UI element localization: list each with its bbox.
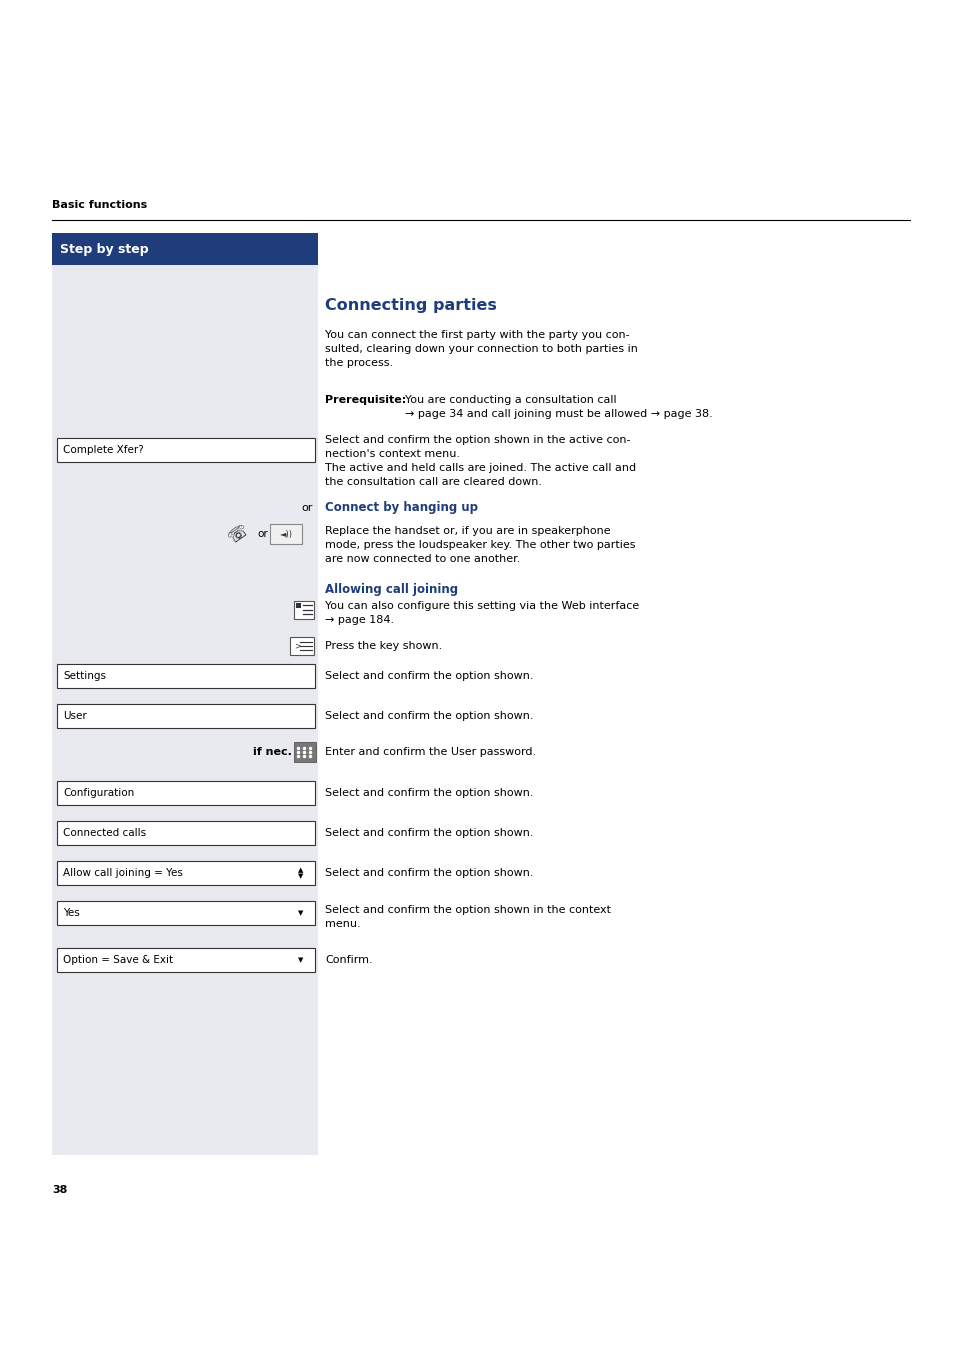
Text: Select and confirm the option shown in the active con-
nection's context menu.
T: Select and confirm the option shown in t… (325, 435, 636, 486)
Text: Select and confirm the option shown.: Select and confirm the option shown. (325, 788, 533, 798)
Text: ☏: ☏ (224, 520, 252, 547)
Text: if nec.: if nec. (253, 747, 292, 757)
FancyBboxPatch shape (57, 438, 314, 462)
Text: ▼: ▼ (298, 957, 303, 963)
Text: Allowing call joining: Allowing call joining (325, 584, 457, 596)
Text: You are conducting a consultation call
→ page 34 and call joining must be allowe: You are conducting a consultation call →… (405, 394, 712, 419)
Text: Press the key shown.: Press the key shown. (325, 640, 442, 651)
Text: Confirm.: Confirm. (325, 955, 373, 965)
FancyBboxPatch shape (57, 821, 314, 844)
Text: Prerequisite:: Prerequisite: (325, 394, 406, 405)
FancyBboxPatch shape (57, 781, 314, 805)
Text: ▼: ▼ (298, 873, 303, 880)
Text: Connect by hanging up: Connect by hanging up (325, 501, 477, 515)
FancyBboxPatch shape (295, 603, 301, 608)
FancyBboxPatch shape (270, 524, 302, 544)
Text: Basic functions: Basic functions (52, 200, 147, 209)
Text: Select and confirm the option shown.: Select and confirm the option shown. (325, 671, 533, 681)
FancyBboxPatch shape (57, 663, 314, 688)
Text: Connected calls: Connected calls (63, 828, 146, 838)
FancyBboxPatch shape (57, 861, 314, 885)
Text: ▼: ▼ (298, 911, 303, 916)
Text: Select and confirm the option shown.: Select and confirm the option shown. (325, 867, 533, 878)
FancyBboxPatch shape (290, 638, 314, 655)
Text: or: or (301, 503, 313, 513)
Text: Step by step: Step by step (60, 242, 149, 255)
Text: Select and confirm the option shown.: Select and confirm the option shown. (325, 711, 533, 721)
Text: Yes: Yes (63, 908, 80, 917)
FancyBboxPatch shape (57, 948, 314, 971)
FancyBboxPatch shape (294, 601, 314, 619)
Text: Allow call joining = Yes: Allow call joining = Yes (63, 867, 183, 878)
Text: or: or (257, 530, 268, 539)
FancyBboxPatch shape (52, 232, 317, 265)
FancyBboxPatch shape (57, 704, 314, 728)
Text: Option = Save & Exit: Option = Save & Exit (63, 955, 172, 965)
Text: You can also configure this setting via the Web interface
→ page 184.: You can also configure this setting via … (325, 601, 639, 626)
Text: Complete Xfer?: Complete Xfer? (63, 444, 144, 455)
FancyBboxPatch shape (57, 901, 314, 925)
Text: ▲: ▲ (298, 867, 303, 873)
Text: ◄)): ◄)) (279, 530, 293, 539)
Text: You can connect the first party with the party you con-
sulted, clearing down yo: You can connect the first party with the… (325, 330, 638, 367)
Text: >: > (294, 642, 301, 650)
Text: User: User (63, 711, 87, 721)
Text: Enter and confirm the User password.: Enter and confirm the User password. (325, 747, 536, 757)
Text: Replace the handset or, if you are in speakerphone
mode, press the loudspeaker k: Replace the handset or, if you are in sp… (325, 526, 635, 563)
Text: Select and confirm the option shown in the context
menu.: Select and confirm the option shown in t… (325, 905, 610, 929)
Text: Settings: Settings (63, 671, 106, 681)
Text: Select and confirm the option shown.: Select and confirm the option shown. (325, 828, 533, 838)
Text: Configuration: Configuration (63, 788, 134, 798)
FancyBboxPatch shape (52, 232, 317, 1155)
FancyBboxPatch shape (294, 742, 315, 762)
Text: 38: 38 (52, 1185, 68, 1196)
Text: Connecting parties: Connecting parties (325, 299, 497, 313)
